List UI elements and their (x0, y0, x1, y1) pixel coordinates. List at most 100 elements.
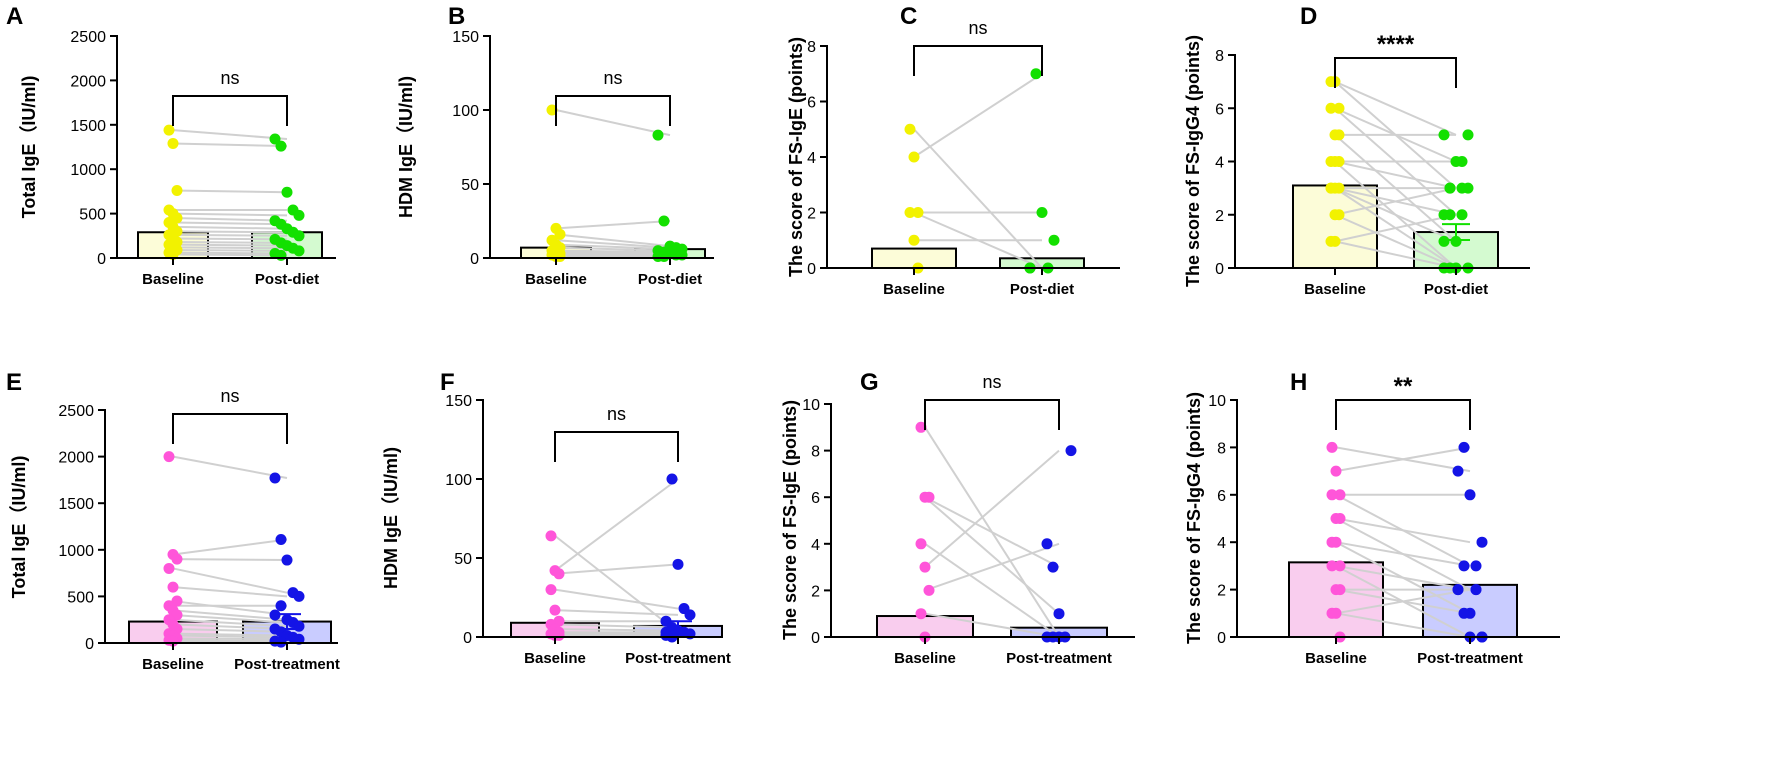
panel-f: F 0 50 100 150 Baseline Post-treatment HDM IgE（… (381, 369, 731, 667)
y-tick-label: 6 (1215, 101, 1224, 118)
y-tick-label: 150 (452, 29, 479, 46)
panel-letter: H (1290, 369, 1307, 396)
significance-label: ns (603, 68, 622, 88)
y-tick-label: 0 (807, 261, 816, 278)
point-post (1030, 68, 1042, 80)
y-tick-label: 6 (807, 95, 816, 112)
pair-line (1335, 446, 1471, 473)
pair-line (172, 600, 288, 617)
point-post (672, 558, 684, 570)
significance-bracket (913, 45, 1043, 76)
point-post (275, 249, 287, 261)
point-baseline (1326, 441, 1338, 453)
point-baseline (923, 491, 935, 503)
y-axis-label: The score of FS-IgE (points) (786, 37, 806, 277)
y-tick-label: 0 (463, 630, 472, 647)
category-label: Baseline (1304, 281, 1366, 298)
panel-c: C 0 2 4 6 8 Baseline Post-diet The score of FS-I… (786, 3, 1120, 298)
pair-line (554, 478, 679, 572)
panel-letter: B (448, 3, 465, 30)
pair-line (172, 237, 288, 241)
point-baseline (904, 123, 916, 135)
point-baseline (546, 104, 558, 116)
point-baseline (912, 207, 924, 218)
point-post (293, 245, 305, 257)
panel-g: G 0 2 4 6 8 10 Baseline Post-treatment The score … (780, 369, 1135, 667)
y-tick-label: 10 (1208, 393, 1226, 410)
pair-line (172, 614, 288, 624)
y-tick-label: 6 (811, 490, 820, 507)
pair-line (1334, 240, 1457, 269)
point-post (684, 609, 696, 621)
pair-line (913, 128, 1043, 269)
pair-line (555, 249, 671, 254)
point-post (1438, 129, 1450, 141)
point-post (1452, 465, 1464, 477)
y-tick-label: 1000 (58, 543, 94, 560)
point-baseline (1325, 102, 1337, 114)
y-tick-label: 500 (79, 207, 106, 224)
point-post (1456, 156, 1468, 167)
pair-line (924, 496, 1060, 568)
pair-line (555, 246, 671, 252)
pair-line (172, 189, 288, 194)
point-post (1450, 235, 1462, 247)
point-post (652, 129, 664, 141)
point-post (1476, 536, 1488, 548)
point-post (275, 600, 287, 612)
pair-line (1334, 187, 1457, 243)
point-post (1458, 560, 1470, 572)
point-post (1458, 441, 1470, 453)
y-axis-label: The score of FS-IgE (points) (780, 400, 800, 640)
point-baseline (1334, 584, 1346, 596)
panel-letter: G (860, 369, 879, 396)
point-baseline (1333, 209, 1345, 221)
significance-label: ns (220, 68, 239, 88)
pair-line (924, 542, 1060, 638)
pair-line (1334, 213, 1457, 269)
category-label: Baseline (524, 650, 586, 667)
pair-line (172, 628, 288, 633)
y-tick-label: 8 (807, 39, 816, 56)
y-tick-label: 2 (1215, 208, 1224, 225)
point-baseline (923, 584, 935, 596)
pair-line (555, 243, 671, 251)
category-label: Baseline (142, 271, 204, 288)
pair-line (172, 623, 288, 631)
pair-line (913, 72, 1043, 158)
y-tick-label: 2 (811, 583, 820, 600)
point-baseline (545, 530, 557, 542)
point-post (275, 140, 287, 152)
panel-b: B 0 50 100 150 Baseline Post-diet HDM IgE（IU/ml… (396, 3, 714, 288)
category-label: Post-treatment (234, 656, 340, 673)
y-axis-label: HDM IgE（IU/ml) (381, 447, 401, 589)
pair-line (555, 233, 671, 248)
y-tick-label: 1500 (70, 118, 106, 135)
pair-line (172, 225, 288, 230)
point-baseline (549, 604, 561, 616)
pair-line (1334, 80, 1457, 136)
point-post (1438, 235, 1450, 247)
category-label: Post-treatment (1006, 650, 1112, 667)
point-baseline (1329, 235, 1341, 247)
significance-bracket (172, 95, 288, 126)
pair-line (172, 217, 288, 222)
y-axis-label: Total IgE（IU/ml) (19, 76, 39, 219)
y-tick-label: 50 (461, 177, 479, 194)
point-post (1470, 584, 1482, 596)
point-post (666, 473, 678, 485)
point-baseline (553, 629, 565, 641)
point-post (1456, 209, 1468, 221)
point-baseline (171, 185, 183, 197)
pair-line (172, 632, 288, 637)
pair-line (172, 455, 288, 480)
y-tick-label: 6 (1217, 488, 1226, 505)
point-post (1053, 608, 1065, 620)
significance-label: ns (220, 386, 239, 406)
y-tick-label: 150 (445, 393, 472, 410)
point-post (275, 534, 287, 546)
pair-line (554, 563, 679, 575)
y-tick-label: 2000 (58, 450, 94, 467)
pair-line (1335, 564, 1471, 591)
pair-line (555, 239, 671, 249)
